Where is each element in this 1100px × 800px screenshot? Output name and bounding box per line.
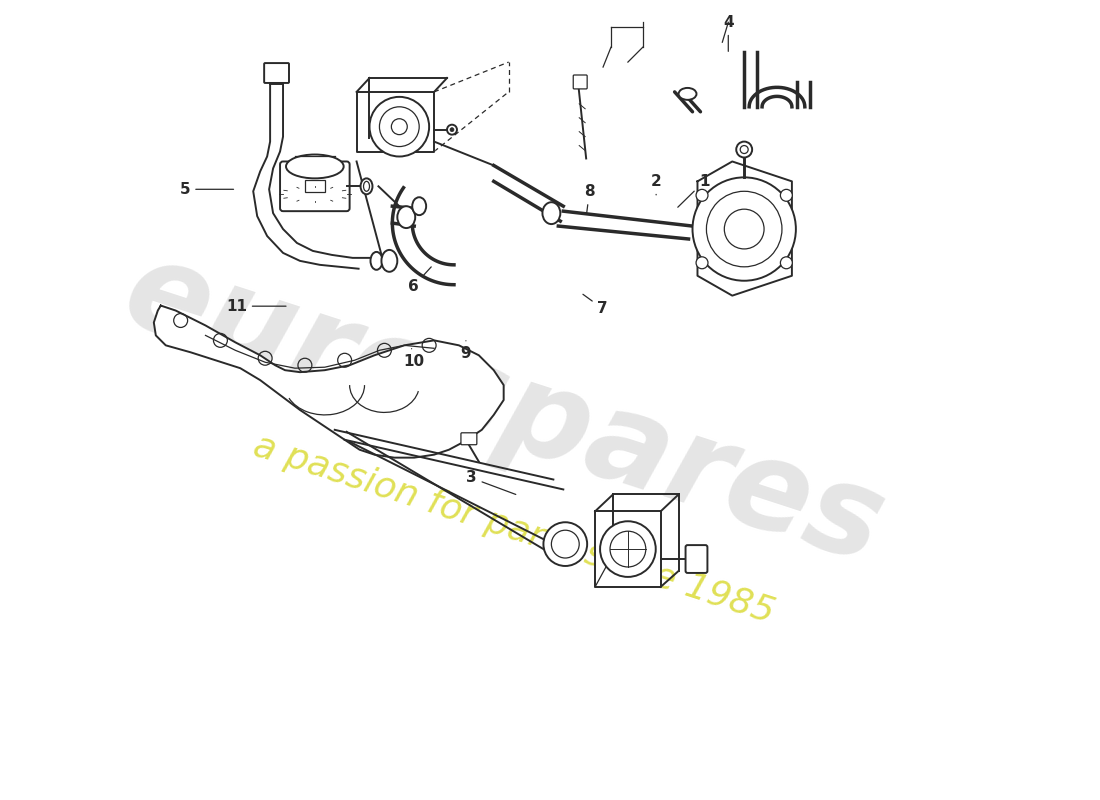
Ellipse shape — [542, 202, 560, 224]
Text: 9: 9 — [461, 341, 471, 362]
FancyBboxPatch shape — [264, 63, 289, 83]
Bar — [305, 180, 324, 192]
Circle shape — [447, 125, 456, 134]
Circle shape — [696, 257, 708, 269]
Ellipse shape — [382, 250, 397, 272]
Polygon shape — [595, 511, 661, 587]
Ellipse shape — [361, 178, 373, 194]
Circle shape — [696, 190, 708, 202]
FancyBboxPatch shape — [461, 433, 476, 445]
Text: a passion for parts since 1985: a passion for parts since 1985 — [249, 429, 779, 630]
Text: 11: 11 — [226, 298, 286, 314]
Circle shape — [780, 257, 792, 269]
Text: eurospares: eurospares — [109, 230, 899, 590]
Polygon shape — [356, 92, 435, 151]
Text: 7: 7 — [583, 294, 608, 316]
Text: 2: 2 — [651, 174, 661, 195]
Circle shape — [736, 142, 752, 158]
Circle shape — [693, 178, 796, 281]
Circle shape — [370, 97, 429, 157]
Text: 6: 6 — [408, 267, 431, 294]
Text: 1: 1 — [678, 174, 710, 207]
Ellipse shape — [679, 88, 696, 100]
Text: 3: 3 — [466, 470, 516, 494]
Text: 10: 10 — [403, 349, 424, 370]
FancyBboxPatch shape — [280, 162, 350, 211]
Circle shape — [601, 522, 656, 577]
Text: 4: 4 — [723, 15, 734, 51]
Circle shape — [780, 190, 792, 202]
FancyBboxPatch shape — [573, 75, 587, 89]
Circle shape — [543, 522, 587, 566]
Circle shape — [450, 128, 454, 132]
Ellipse shape — [371, 252, 383, 270]
Text: 5: 5 — [179, 182, 233, 197]
Ellipse shape — [397, 206, 415, 228]
Ellipse shape — [286, 154, 343, 178]
FancyBboxPatch shape — [685, 545, 707, 573]
Ellipse shape — [412, 198, 426, 215]
Polygon shape — [154, 306, 504, 458]
Polygon shape — [697, 162, 792, 296]
Text: 8: 8 — [584, 184, 595, 214]
